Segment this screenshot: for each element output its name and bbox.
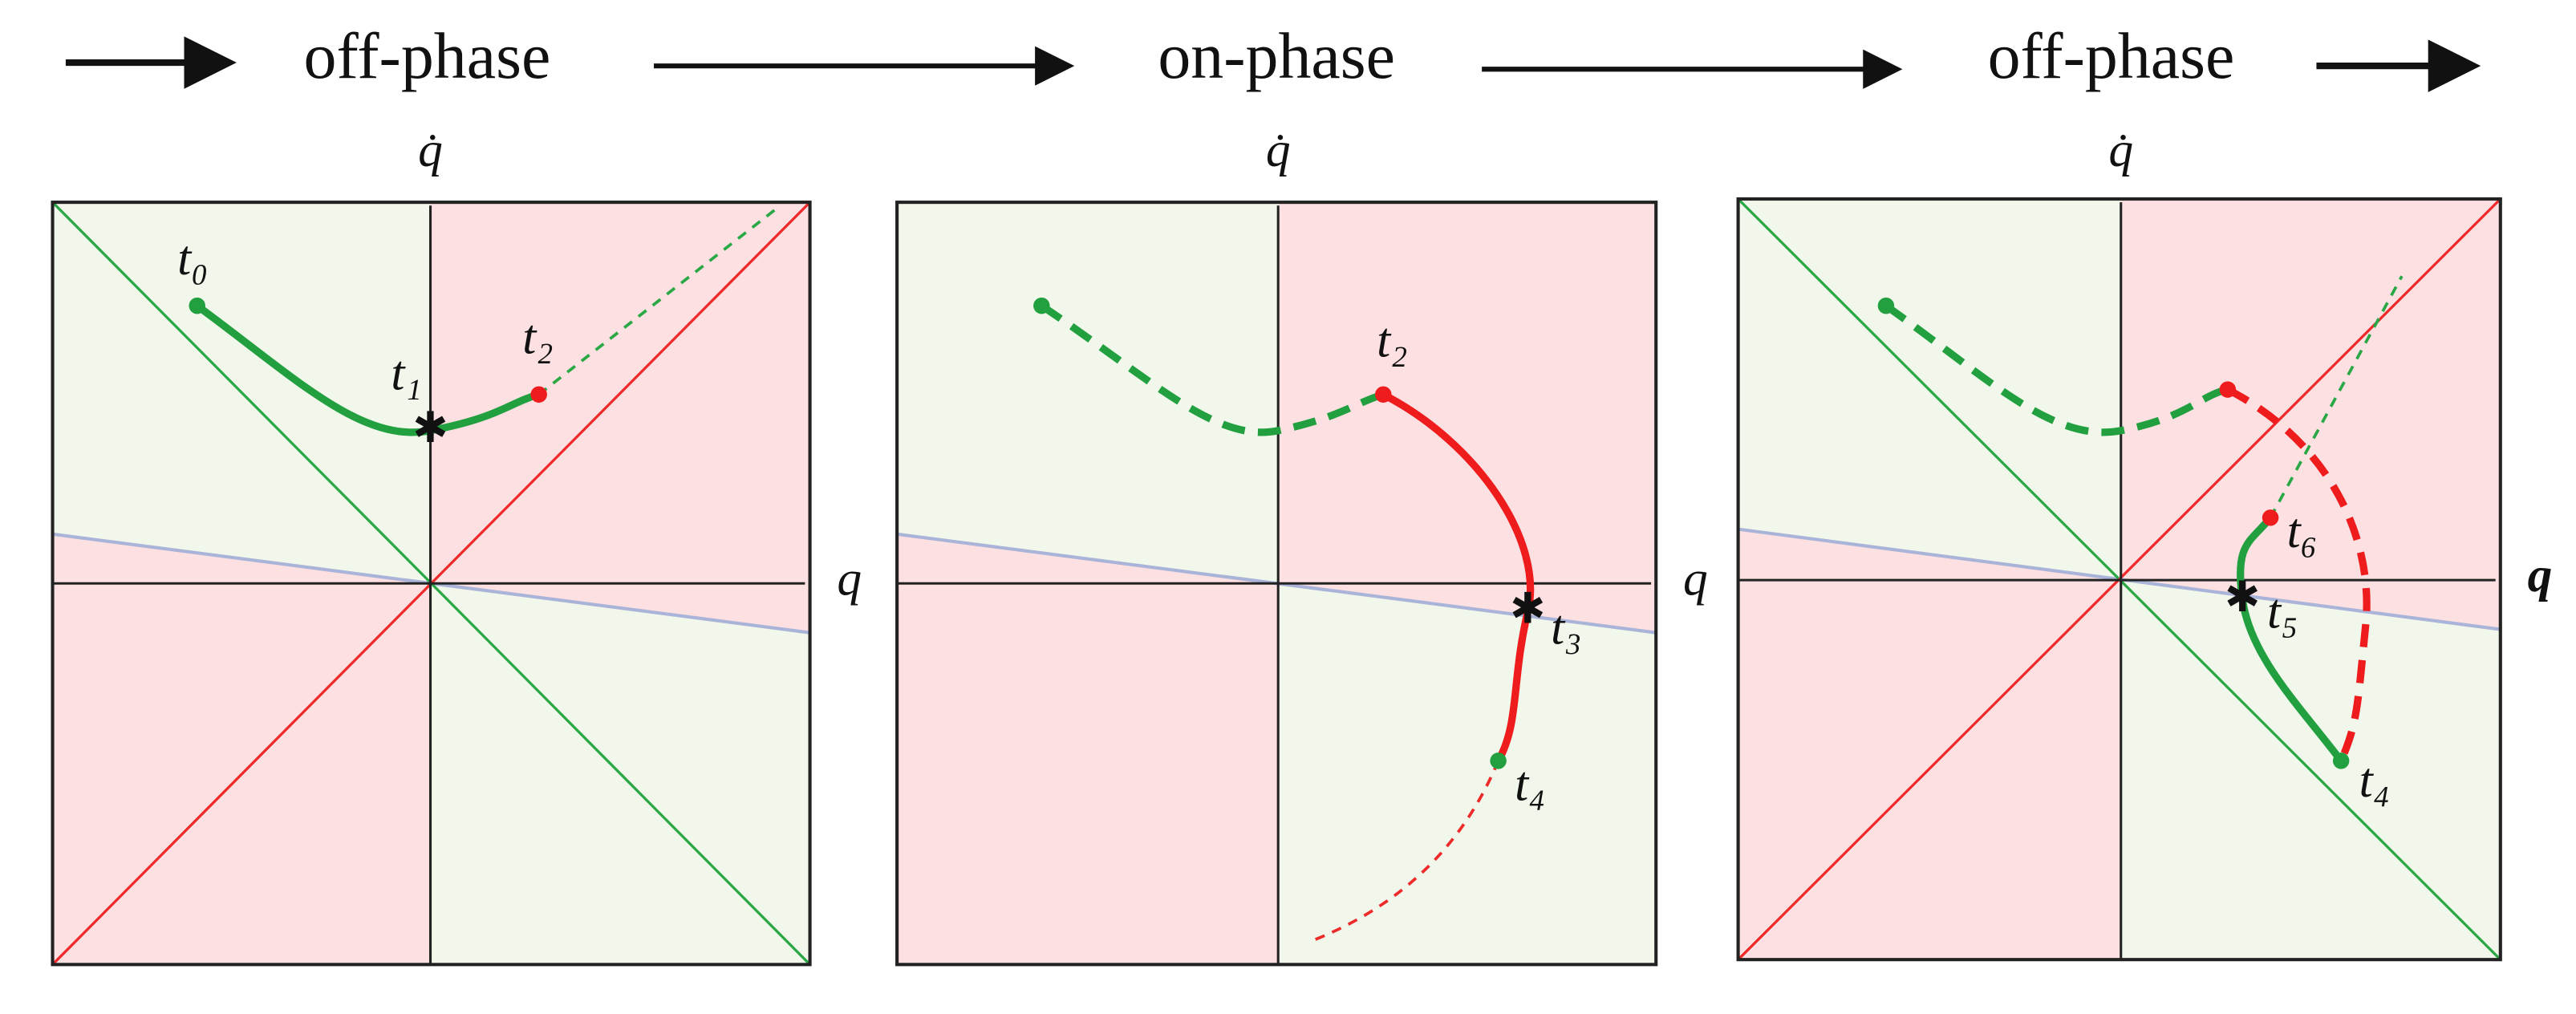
axis-label: q <box>1683 551 1708 606</box>
region <box>897 202 1279 584</box>
time-label: t₅ <box>2267 584 2298 639</box>
panel: ✱ q̇ q t₀ t₁ t₂ <box>51 123 862 967</box>
trajectory <box>1381 391 1535 763</box>
axis-label: q̇ <box>418 123 443 177</box>
switch-mark: ✱ <box>412 404 448 452</box>
region <box>52 533 431 965</box>
time-label: t₃ <box>1551 601 1581 655</box>
time-label: t₀ <box>177 231 208 286</box>
point <box>189 297 205 314</box>
axis-label: q̇ <box>2108 123 2133 177</box>
axis-label: q̇ <box>1266 123 1291 177</box>
trajectory <box>538 204 781 396</box>
point <box>2219 381 2237 398</box>
time-label: t₂ <box>522 310 553 364</box>
axis-label: q <box>837 551 862 606</box>
phase-label: off-phase <box>304 19 551 92</box>
trajectory <box>1884 302 2229 436</box>
point <box>1877 297 1895 314</box>
point <box>1033 297 1050 314</box>
time-label: t₂ <box>1377 313 1407 367</box>
panel: ✱ q̇ q t₂ t₃ t₄ <box>895 123 1708 967</box>
trajectory <box>195 302 540 436</box>
region <box>1738 529 2121 960</box>
time-label: t₄ <box>2359 753 2390 808</box>
header: off-phase on-phase off-phase <box>65 19 2481 92</box>
point <box>530 386 547 403</box>
time-label: t₆ <box>2287 504 2318 558</box>
axis-label: q <box>2528 548 2553 602</box>
frame <box>51 201 812 967</box>
region <box>430 202 810 633</box>
frame <box>895 201 1658 967</box>
trajectory <box>2225 386 2371 763</box>
phase-label: off-phase <box>1988 19 2235 92</box>
trajectory <box>2237 515 2344 764</box>
trajectory <box>1313 760 1500 942</box>
panel: ✱ q̇ q t₆ t₅ t₄ <box>1736 123 2553 962</box>
time-label: t₄ <box>1515 756 1545 811</box>
region <box>897 533 1279 965</box>
phase-label: on-phase <box>1158 19 1395 92</box>
time-label: t₁ <box>391 346 421 400</box>
point <box>1490 752 1507 769</box>
trajectory <box>2269 275 2404 519</box>
frame <box>1736 197 2502 962</box>
point <box>2262 509 2279 526</box>
point <box>1375 386 1392 403</box>
point <box>2332 752 2350 769</box>
switch-mark: ✱ <box>2225 574 2261 621</box>
switch-mark: ✱ <box>1510 585 1546 632</box>
region <box>2120 199 2501 630</box>
trajectory <box>1039 302 1385 436</box>
region <box>1278 583 1657 965</box>
region <box>1278 202 1657 633</box>
